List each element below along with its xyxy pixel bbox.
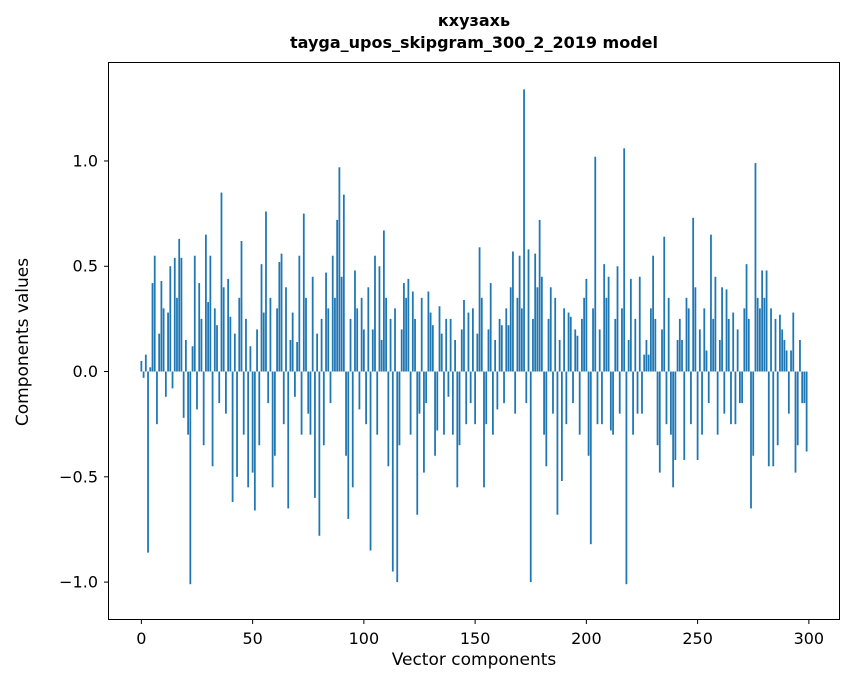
svg-text:300: 300 xyxy=(794,629,825,648)
plot-border xyxy=(108,62,840,620)
chart-title-line1: кхузахь xyxy=(437,11,511,30)
axis-ticks xyxy=(104,160,810,624)
svg-text:1.0: 1.0 xyxy=(73,151,98,170)
chart-title-line2: tayga_upos_skipgram_300_2_2019 model xyxy=(290,33,658,52)
svg-text:50: 50 xyxy=(242,629,262,648)
svg-text:250: 250 xyxy=(682,629,713,648)
svg-text:200: 200 xyxy=(571,629,602,648)
y-axis-label: Components values xyxy=(13,257,33,427)
x-axis-label: Vector components xyxy=(391,650,557,670)
chart-title: кхузахь tayga_upos_skipgram_300_2_2019 m… xyxy=(108,10,840,54)
svg-text:100: 100 xyxy=(349,629,380,648)
svg-text:0.5: 0.5 xyxy=(73,257,98,276)
svg-text:150: 150 xyxy=(460,629,491,648)
axis-tick-labels: 0 50 100 150 200 250 300 −1.0 −0.5 0.0 0.5 1.0 xyxy=(59,151,824,648)
bars xyxy=(140,89,808,585)
svg-text:0.0: 0.0 xyxy=(73,362,98,381)
svg-text:−0.5: −0.5 xyxy=(59,467,98,486)
svg-text:0: 0 xyxy=(136,629,146,648)
svg-text:−1.0: −1.0 xyxy=(59,573,98,592)
